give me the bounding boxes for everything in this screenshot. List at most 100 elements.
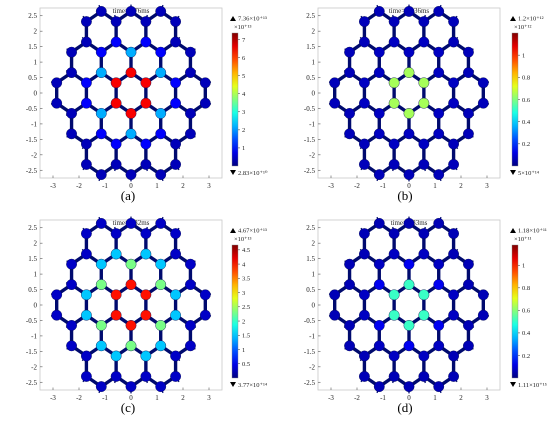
x-tick-label: 3 bbox=[485, 182, 489, 190]
lattice-node bbox=[170, 370, 181, 382]
lattice-node bbox=[344, 108, 355, 119]
lattice-node bbox=[448, 370, 459, 382]
x-tick-label: -1 bbox=[102, 182, 108, 190]
lattice-node bbox=[403, 46, 415, 58]
plot-frame bbox=[39, 219, 223, 391]
lattice-node bbox=[344, 319, 355, 331]
lattice-node bbox=[477, 77, 489, 89]
lattice-node bbox=[388, 350, 400, 362]
colorbar-min-marker bbox=[510, 170, 516, 175]
lattice-node bbox=[403, 319, 415, 331]
lattice-node bbox=[170, 97, 181, 109]
colorbar-scale-label: ×10⁺¹² bbox=[514, 24, 532, 31]
lattice-node bbox=[95, 217, 107, 229]
lattice-node bbox=[51, 309, 63, 321]
lattice-node bbox=[373, 217, 385, 229]
lattice-node bbox=[359, 228, 370, 240]
lattice-node bbox=[373, 67, 385, 79]
lattice-node bbox=[373, 258, 385, 270]
y-tick-label: 1 bbox=[312, 271, 316, 279]
colorbar-tick-label: 2 bbox=[242, 318, 245, 325]
lattice-node bbox=[140, 289, 152, 301]
y-tick-label: 2 bbox=[312, 240, 316, 248]
lattice-node bbox=[170, 16, 181, 28]
lattice-node bbox=[448, 158, 459, 170]
lattice-node bbox=[155, 217, 167, 229]
colorbar-max-label: 1.2×10⁺¹² bbox=[518, 16, 544, 23]
colorbar-tick-label: 1 bbox=[242, 145, 245, 152]
x-tick-label: 0 bbox=[129, 182, 133, 190]
x-tick-label: 3 bbox=[485, 394, 489, 402]
lattice-node bbox=[373, 46, 385, 58]
lattice-node bbox=[199, 309, 211, 321]
colorbar-tick-label: 3 bbox=[242, 290, 245, 297]
lattice-node bbox=[403, 258, 415, 270]
lattice-node bbox=[81, 370, 92, 382]
lattice-node bbox=[463, 319, 474, 331]
lattice-node bbox=[140, 248, 152, 260]
lattice-node bbox=[95, 258, 107, 270]
lattice-node bbox=[125, 217, 137, 229]
lattice-node bbox=[448, 138, 459, 150]
y-tick-label: 2 bbox=[34, 28, 38, 36]
lattice-node bbox=[170, 77, 181, 89]
lattice-node bbox=[125, 340, 137, 352]
lattice-node bbox=[95, 381, 107, 392]
panel-label: (d) bbox=[397, 400, 412, 415]
lattice-node bbox=[388, 97, 400, 109]
colorbar-max-marker bbox=[510, 16, 516, 21]
lattice-node bbox=[403, 128, 415, 140]
y-tick-label: 1.5 bbox=[28, 255, 37, 263]
lattice-node bbox=[433, 169, 445, 181]
lattice-node bbox=[403, 108, 415, 119]
colorbar bbox=[231, 32, 239, 167]
lattice-node bbox=[477, 309, 489, 321]
lattice-node bbox=[359, 309, 370, 321]
chart-panel-2: time=1.036ms-3-2-101232.521.510.50-0.5-1… bbox=[304, 4, 544, 203]
y-tick-label: -2.5 bbox=[304, 379, 316, 387]
lattice-node bbox=[418, 16, 430, 28]
lattice-node bbox=[359, 77, 370, 89]
lattice-node bbox=[185, 46, 196, 58]
lattice-node bbox=[373, 340, 385, 352]
lattice-node bbox=[110, 138, 122, 150]
colorbar-tick-label: 3 bbox=[242, 109, 245, 116]
lattice-node bbox=[95, 128, 107, 140]
lattice-node bbox=[344, 46, 355, 58]
lattice-node bbox=[463, 128, 474, 140]
colorbar-tick-label: 4 bbox=[242, 261, 246, 268]
y-tick-label: -0.5 bbox=[304, 317, 316, 325]
lattice-node bbox=[95, 169, 107, 181]
lattice-node bbox=[81, 138, 92, 150]
lattice-node bbox=[185, 108, 196, 119]
y-tick-label: -0.5 bbox=[26, 317, 38, 325]
lattice-node bbox=[110, 309, 122, 321]
colorbar-tick-label: 0.2 bbox=[522, 141, 530, 148]
lattice-node bbox=[199, 77, 211, 89]
lattice-node bbox=[463, 258, 474, 270]
colorbar-tick-label: 0.5 bbox=[242, 361, 250, 368]
y-tick-label: 0.5 bbox=[306, 286, 315, 294]
lattice-nodes bbox=[329, 5, 489, 181]
y-tick-label: -1 bbox=[309, 120, 315, 128]
lattice-node bbox=[170, 248, 181, 260]
y-tick-label: 0 bbox=[34, 90, 38, 98]
lattice-node bbox=[463, 67, 474, 79]
y-tick-label: -2 bbox=[31, 363, 37, 371]
y-tick-label: -1 bbox=[309, 332, 315, 340]
lattice-node bbox=[95, 279, 107, 290]
lattice-node bbox=[170, 36, 181, 48]
colorbar-max-label: 7.36×10⁺¹³ bbox=[238, 16, 267, 23]
colorbar-scale-label: ×10⁺¹¹ bbox=[514, 236, 532, 243]
lattice-node bbox=[403, 169, 415, 181]
x-tick-label: 1 bbox=[433, 182, 437, 190]
lattice-node bbox=[344, 128, 355, 140]
colorbar bbox=[511, 244, 519, 379]
y-tick-label: 0 bbox=[312, 302, 316, 310]
y-tick-label: 0 bbox=[34, 302, 38, 310]
lattice-node bbox=[125, 381, 137, 392]
lattice-node bbox=[185, 128, 196, 140]
chart-panel-3: time=1.32ms-3-2-101232.521.510.50-0.5-1-… bbox=[26, 216, 268, 415]
lattice-node bbox=[418, 309, 430, 321]
